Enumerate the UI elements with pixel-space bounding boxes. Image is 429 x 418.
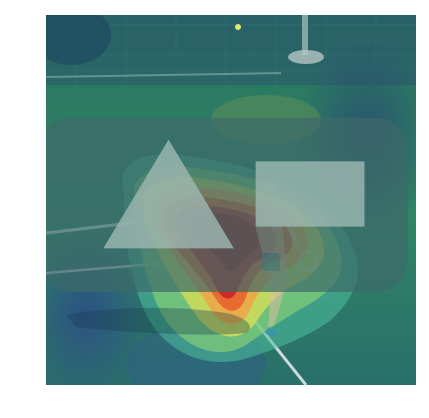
fence-post [302, 15, 308, 55]
cool-zone-top-left [46, 15, 111, 65]
post-base [288, 50, 324, 64]
watermark-logo [46, 117, 408, 292]
player-shoe [264, 327, 280, 337]
tennis-ball [235, 24, 241, 30]
heatmap-overlay-image [46, 15, 416, 385]
fence-bottom-rail [46, 72, 282, 78]
player-shadow [66, 307, 250, 335]
